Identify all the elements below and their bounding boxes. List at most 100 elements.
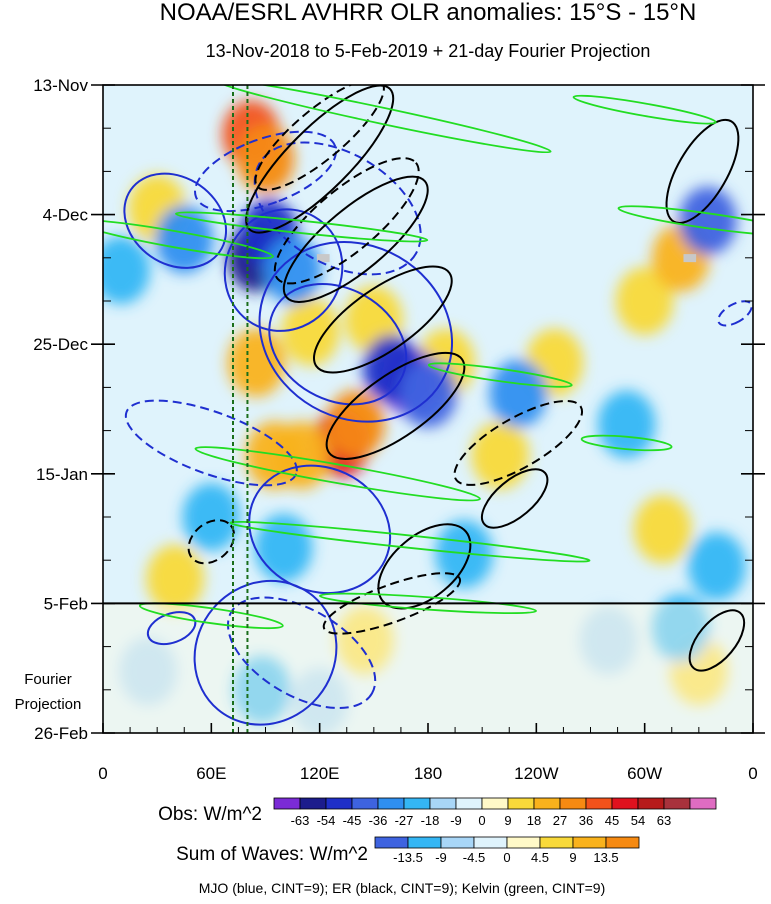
y-tick-label: 15-Jan	[36, 465, 88, 484]
mjo-contour	[123, 172, 228, 269]
projection-label-line2: Projection	[15, 696, 82, 713]
colorbar-tick-label: 45	[605, 813, 619, 828]
colorbar-tick-label: 54	[631, 813, 645, 828]
anomaly-blob	[146, 544, 205, 613]
colorbar-tick-label: 4.5	[531, 850, 549, 865]
colorbar-cell	[374, 836, 409, 849]
x-tick-label: 120E	[300, 764, 340, 783]
colorbar-tick-label: 63	[657, 813, 671, 828]
colorbar-tick-label: 27	[553, 813, 567, 828]
anomaly-blob	[155, 205, 214, 274]
anomaly-blob	[263, 236, 322, 305]
x-tick-label: 180	[414, 764, 442, 783]
colorbar-cell	[611, 797, 639, 810]
anomaly-blob	[236, 125, 295, 193]
mjo-contour	[268, 283, 408, 406]
colorbar-cell	[299, 797, 327, 810]
kelvin-contour	[580, 434, 673, 452]
anomaly-blob	[633, 495, 692, 564]
x-tick-label: 60W	[627, 764, 662, 783]
chart-title: NOAA/ESRL AVHRR OLR anomalies: 15°S - 15…	[160, 0, 697, 26]
chart-subtitle: 13-Nov-2018 to 5-Feb-2019 + 21-day Fouri…	[206, 41, 651, 61]
colorbar-tick-label: -13.5	[393, 850, 423, 865]
colorbar-cell	[559, 797, 587, 810]
er-contour	[245, 85, 395, 234]
colorbar-cell	[429, 797, 457, 810]
contour-legend: MJO (blue, CINT=9); ER (black, CINT=9); …	[199, 880, 606, 896]
colorbar-cell	[585, 797, 613, 810]
obs-colorbar: -63 -54 -45 -36 -27 -18 -9 0 9 18 27 36 45 54 63	[273, 797, 717, 828]
colorbar-tick-label: 9	[504, 813, 511, 828]
mjo-contour	[253, 141, 422, 276]
colorbar-cell	[507, 797, 535, 810]
colorbar-tick-label: 0	[503, 850, 510, 865]
y-tick-label: 13-Nov	[33, 76, 88, 95]
er-contour	[453, 399, 584, 486]
kelvin-contour	[572, 94, 717, 125]
x-tick-label: 120W	[514, 764, 558, 783]
colorbar-cell	[605, 836, 640, 849]
colorbar-cell	[351, 797, 379, 810]
colorbar-cell	[377, 797, 405, 810]
anomaly-blob	[678, 186, 737, 255]
colorbar-cell	[325, 797, 353, 810]
colorbar-tick-label: -45	[343, 813, 362, 828]
colorbar-cell	[440, 836, 475, 849]
kelvin-contour	[138, 602, 284, 630]
colorbar-tick-label: -63	[291, 813, 310, 828]
colorbar-cell	[481, 797, 509, 810]
colorbar-cell	[539, 836, 574, 849]
colorbar-cell	[663, 797, 691, 810]
y-tick-label: 5-Feb	[44, 594, 88, 613]
kelvin-contour	[214, 85, 552, 154]
anomaly-blob	[688, 532, 746, 601]
er-contour	[273, 157, 420, 285]
colorbar-cell	[572, 836, 607, 849]
waves-colorbar: -13.5 -9 -4.5 0 4.5 9 13.5	[374, 836, 640, 865]
kelvin-contour	[175, 211, 429, 243]
colorbar-tick-label: 36	[579, 813, 593, 828]
anomaly-blob	[651, 594, 710, 663]
colorbar-cell	[407, 836, 442, 849]
kelvin-contour	[229, 520, 591, 563]
colorbar-cell	[273, 797, 301, 810]
er-contour	[688, 609, 746, 672]
kelvin-contour	[103, 219, 274, 260]
anomaly-blob	[326, 390, 385, 459]
missing-data-patch	[683, 254, 697, 263]
anomaly-blob	[615, 267, 674, 335]
x-tick-label: 0	[98, 764, 107, 783]
anomaly-blob	[272, 421, 331, 490]
er-contour	[312, 265, 453, 374]
colorbar-tick-label: 18	[527, 813, 541, 828]
colorbar-tick-label: -9	[435, 850, 447, 865]
colorbar-tick-label: 13.5	[593, 850, 618, 865]
colorbar-cell	[403, 797, 431, 810]
anomaly-blob	[281, 297, 340, 366]
kelvin-contour	[194, 446, 481, 502]
x-tick-label: 60E	[196, 764, 226, 783]
er-contour	[322, 572, 462, 635]
x-tick-label: 0	[748, 764, 757, 783]
anomaly-blob	[489, 359, 548, 428]
colorbar-tick-label: -54	[317, 813, 336, 828]
mjo-contour	[194, 130, 337, 213]
anomaly-blob	[182, 483, 241, 551]
colorbar-tick-label: -36	[369, 813, 388, 828]
anomaly-blob	[103, 236, 150, 305]
colorbar-cell	[637, 797, 665, 810]
anomaly-blob	[335, 606, 394, 675]
missing-data-patch	[316, 254, 330, 263]
anomaly-blob	[579, 606, 638, 675]
obs-colorbar-label: Obs: W/m^2	[158, 804, 262, 825]
colorbar-cell	[455, 797, 483, 810]
anomaly-blob	[290, 668, 349, 733]
kelvin-contour	[319, 592, 537, 615]
anomaly-blob	[227, 328, 286, 397]
mjo-contour	[258, 241, 454, 423]
er-contour	[187, 519, 236, 565]
colorbar-cell	[533, 797, 561, 810]
colorbar-tick-label: -9	[450, 813, 462, 828]
er-contour	[665, 118, 740, 224]
